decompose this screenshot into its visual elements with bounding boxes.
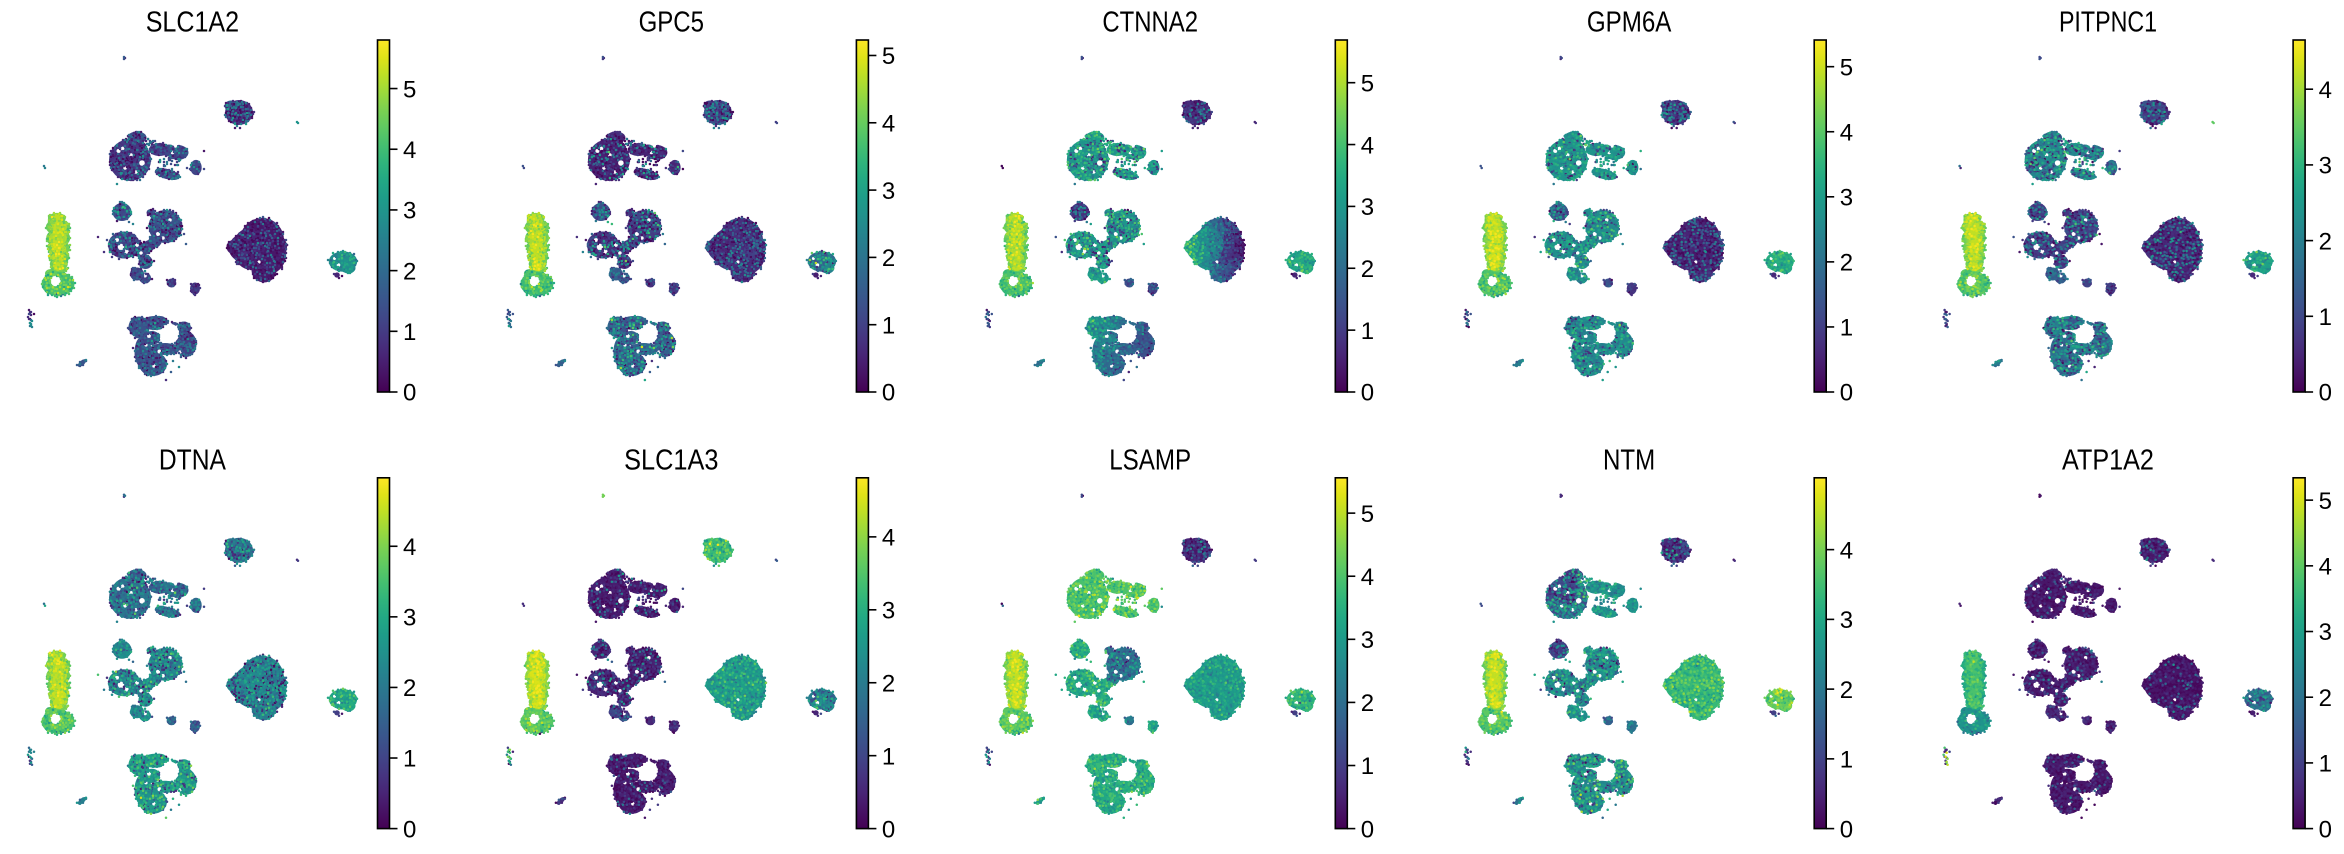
svg-text:0: 0	[2319, 380, 2332, 407]
svg-text:0: 0	[403, 816, 416, 843]
svg-text:4: 4	[403, 534, 416, 561]
svg-text:3: 3	[2319, 619, 2332, 646]
svg-text:0: 0	[1361, 380, 1374, 407]
svg-text:2: 2	[1840, 250, 1853, 277]
svg-text:3: 3	[1361, 627, 1374, 654]
svg-text:0: 0	[882, 380, 895, 407]
svg-text:4: 4	[2319, 77, 2332, 104]
svg-text:1: 1	[1361, 753, 1374, 780]
svg-text:PITPNC1: PITPNC1	[2059, 7, 2157, 39]
svg-text:5: 5	[882, 43, 895, 70]
svg-text:4: 4	[1361, 564, 1374, 591]
svg-text:4: 4	[882, 525, 895, 552]
svg-text:ATP1A2: ATP1A2	[2062, 445, 2154, 477]
svg-text:2: 2	[1361, 690, 1374, 717]
svg-text:1: 1	[403, 746, 416, 773]
svg-text:4: 4	[1840, 119, 1853, 146]
svg-text:0: 0	[403, 380, 416, 407]
svg-text:3: 3	[882, 178, 895, 205]
svg-text:1: 1	[403, 319, 416, 346]
svg-text:3: 3	[1840, 607, 1853, 634]
svg-text:GPM6A: GPM6A	[1587, 7, 1672, 39]
svg-text:SLC1A3: SLC1A3	[624, 445, 718, 477]
svg-text:1: 1	[2319, 751, 2332, 778]
svg-text:3: 3	[2319, 153, 2332, 180]
svg-text:1: 1	[1840, 747, 1853, 774]
svg-text:CTNNA2: CTNNA2	[1102, 7, 1198, 39]
svg-text:1: 1	[882, 743, 895, 770]
svg-text:5: 5	[1361, 501, 1374, 528]
svg-text:3: 3	[403, 198, 416, 225]
svg-text:2: 2	[403, 258, 416, 285]
svg-text:2: 2	[1361, 256, 1374, 283]
svg-text:LSAMP: LSAMP	[1109, 445, 1191, 477]
svg-text:GPC5: GPC5	[639, 7, 704, 39]
svg-text:5: 5	[1361, 70, 1374, 97]
svg-text:5: 5	[1840, 54, 1853, 81]
svg-text:5: 5	[403, 76, 416, 103]
svg-text:2: 2	[2319, 228, 2332, 255]
svg-text:0: 0	[1840, 816, 1853, 843]
svg-text:0: 0	[882, 816, 895, 843]
svg-text:0: 0	[2319, 816, 2332, 843]
svg-text:2: 2	[882, 245, 895, 272]
svg-text:3: 3	[1361, 194, 1374, 221]
svg-text:5: 5	[2319, 488, 2332, 515]
svg-text:2: 2	[882, 670, 895, 697]
svg-text:0: 0	[1361, 816, 1374, 843]
svg-text:NTM: NTM	[1603, 445, 1655, 477]
svg-text:SLC1A2: SLC1A2	[146, 7, 239, 39]
svg-text:4: 4	[403, 137, 416, 164]
svg-text:0: 0	[1840, 380, 1853, 407]
svg-text:4: 4	[2319, 554, 2332, 581]
svg-text:4: 4	[882, 110, 895, 137]
svg-text:3: 3	[882, 598, 895, 625]
svg-text:DTNA: DTNA	[159, 445, 227, 477]
svg-text:1: 1	[2319, 304, 2332, 331]
svg-text:2: 2	[1840, 677, 1853, 704]
svg-text:3: 3	[1840, 185, 1853, 212]
svg-text:1: 1	[1840, 315, 1853, 342]
svg-text:2: 2	[2319, 685, 2332, 712]
svg-text:4: 4	[1361, 132, 1374, 159]
svg-text:4: 4	[1840, 537, 1853, 564]
svg-text:3: 3	[403, 605, 416, 632]
svg-text:1: 1	[882, 312, 895, 339]
svg-text:2: 2	[403, 675, 416, 702]
svg-text:1: 1	[1361, 318, 1374, 345]
